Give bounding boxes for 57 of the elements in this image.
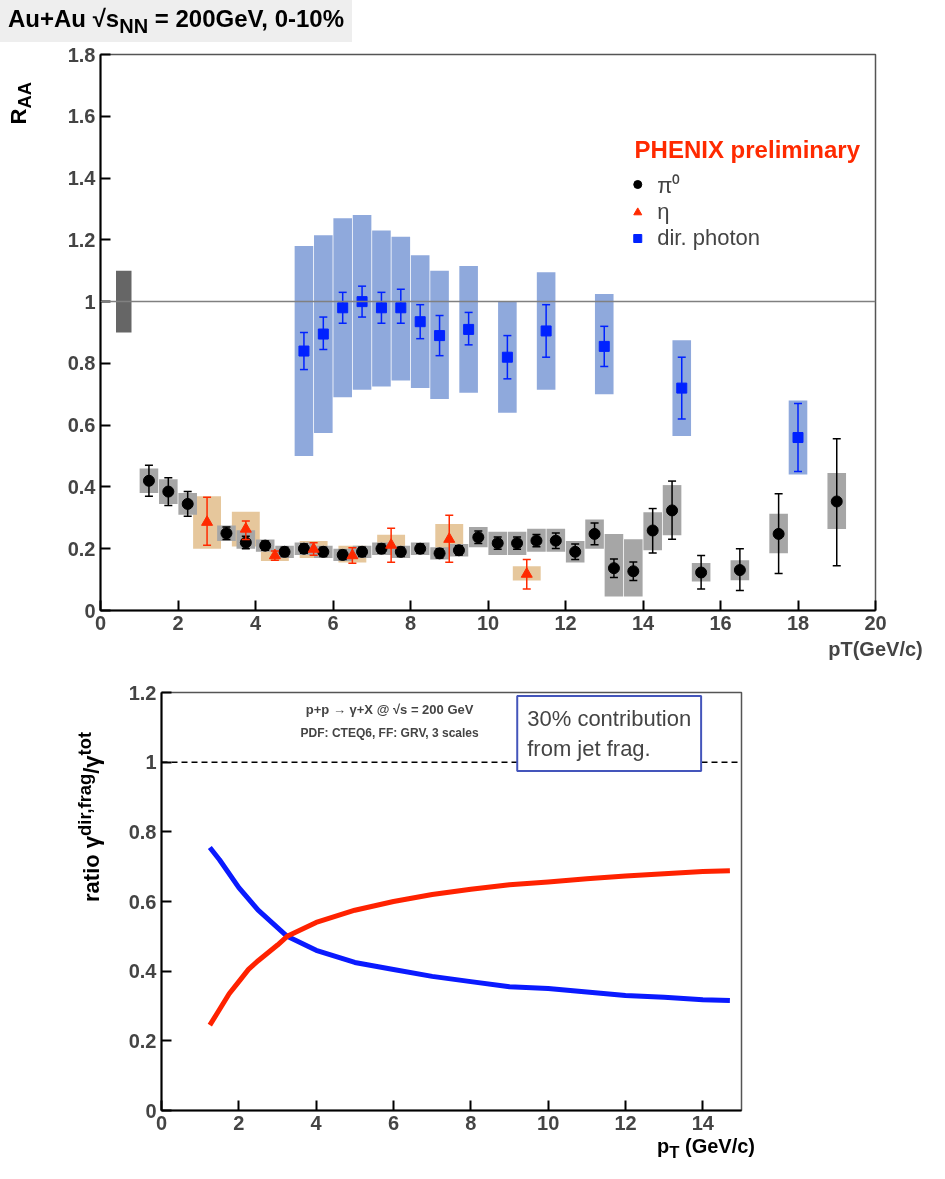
y-tick-label: 0.4 (128, 960, 158, 983)
x-tick-label: 8 (465, 1111, 477, 1134)
x-tick-label: 4 (249, 611, 262, 634)
x-tick-label: 16 (709, 611, 732, 634)
bar (498, 301, 517, 413)
x-tick-label: 14 (631, 611, 655, 634)
x-tick-label: 8 (404, 611, 417, 634)
x-tick-label: 10 (476, 611, 500, 634)
annotation: p+p → γ+X @ √s = 200 GeV (305, 701, 474, 717)
point (317, 328, 329, 340)
y-tick-label: 0.4 (67, 475, 97, 498)
x-axis-title: p$_{T}$ (GeV/c) (656, 1134, 755, 1164)
annotation: 30% contribution from jet frag. (527, 705, 692, 761)
x-tick-label: 20 (864, 611, 887, 634)
x-axis-title: pT(GeV/c) (828, 637, 923, 660)
y-tick-label: 0.2 (67, 537, 96, 560)
x-tick-label: 2 (172, 611, 184, 634)
point (337, 302, 349, 314)
x-tick-label: 12 (554, 611, 577, 634)
annotation: PHENIX preliminary (634, 135, 861, 163)
x-tick-label: 12 (614, 1111, 637, 1134)
y-tick-label: 1.6 (67, 105, 96, 128)
point (463, 323, 475, 335)
y-tick-label: 0.8 (67, 352, 96, 375)
y-tick-label: 0.6 (128, 890, 157, 913)
point (792, 432, 804, 444)
point (540, 325, 552, 337)
y-tick-label: 1 (84, 290, 96, 313)
y-tick-label: 1.2 (128, 681, 157, 704)
y-tick-label: 1 (145, 751, 157, 774)
legend-label: π⁰ (657, 172, 681, 199)
point (598, 340, 610, 352)
x-tick-label: 6 (327, 611, 339, 634)
x-tick-label: 4 (310, 1111, 323, 1134)
point (501, 351, 513, 363)
legend-label: η (657, 199, 671, 225)
y-tick-label: 1.8 (67, 43, 96, 66)
legend-label: dir. photon (657, 225, 760, 251)
x-tick-label: 6 (387, 1111, 400, 1134)
point (298, 345, 310, 357)
x-tick-label: 2 (233, 1111, 245, 1134)
bar (116, 270, 132, 333)
point (434, 330, 446, 342)
y-tick-label: 0.8 (128, 820, 157, 843)
annotation: PDF: CTEQ6, FF: GRV, 3 scales (300, 725, 479, 740)
y-tick-label: 0.2 (128, 1029, 157, 1052)
y-tick-label: 0.6 (67, 414, 96, 437)
x-tick-label: 14 (691, 1111, 715, 1134)
x-tick-label: 18 (786, 611, 810, 634)
y-tick-label: 1.4 (67, 167, 97, 190)
bar (459, 266, 478, 393)
y-tick-label: 1.2 (67, 228, 96, 251)
bar (594, 293, 614, 395)
point (375, 302, 387, 314)
chart-title: Au+Au √s$_{NN}$ = 200GeV, 0-10% (0, 0, 353, 43)
point (627, 565, 640, 578)
x-tick-label: 10 (537, 1111, 560, 1134)
